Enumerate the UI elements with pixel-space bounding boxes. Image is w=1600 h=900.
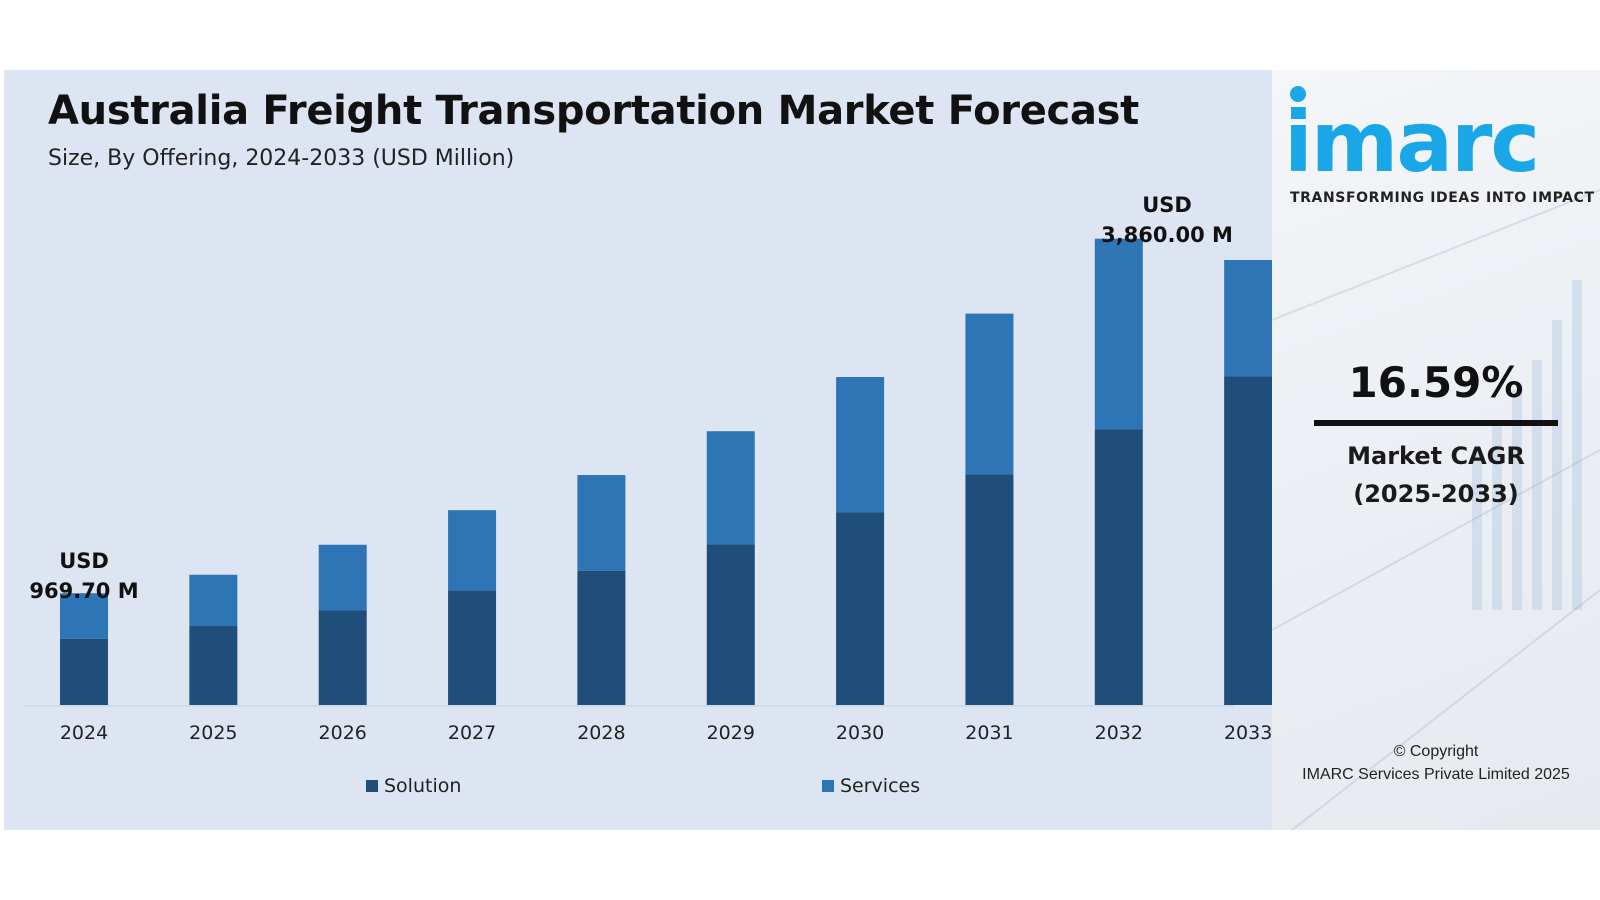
chart-legend: Solution Services [4,775,1272,805]
chart-subtitle: Size, By Offering, 2024-2033 (USD Millio… [48,146,515,171]
x-tick-label-2033: 2033 [1224,722,1272,744]
bar-solution-2025 [189,626,238,705]
chart-title: Australia Freight Transportation Market … [48,88,1139,134]
first-callout-currency: USD [59,549,109,573]
legend-label-services: Services [840,775,921,797]
copyright-owner: IMARC Services Private Limited 2025 [1302,766,1570,783]
bar-services-2030 [836,377,885,513]
logo-dot-icon [1290,86,1306,102]
bar-services-2031 [965,313,1014,475]
bar-solution-2024 [60,638,108,705]
logo-tagline: TRANSFORMING IDEAS INTO IMPACT [1290,190,1595,206]
bar-services-2024 [60,593,108,639]
bar-services-2026 [318,544,367,611]
copyright-notice: © Copyright [1393,743,1479,760]
x-tick-label-2024: 2024 [60,722,108,744]
chart-panel: Australia Freight Transportation Market … [4,70,1272,830]
bar-services-2028 [577,475,626,571]
logo-wordmark: imarc [1284,93,1540,191]
background-chart-decoration [1272,189,1600,830]
bar-chart: 2024 2025 2026 2027 2028 2029 2030 2031 2032 2033 [24,238,1272,744]
bar-solution-2026 [318,610,367,705]
bar-services-2029 [706,431,755,545]
x-tick-label-2031: 2031 [965,722,1013,744]
x-tick-label-2029: 2029 [707,722,755,744]
bar-solution-2027 [448,590,497,705]
bar-services-2027 [448,510,497,591]
cagr-period: (2025-2033) [1353,480,1519,508]
x-tick-label-2030: 2030 [836,722,884,744]
bar-solution-2032 [1094,429,1143,705]
cagr-label: Market CAGR [1347,442,1525,470]
last-value-callout: USD 3,860.00 M [1097,190,1237,250]
legend-label-solution: Solution [384,775,462,797]
legend-item-solution: Solution [366,775,461,797]
first-callout-value: 969.70 M [29,579,139,603]
bar-solution-2030 [836,512,885,705]
x-tick-label-2027: 2027 [448,722,496,744]
x-tick-label-2028: 2028 [577,722,625,744]
imarc-logo: imarc TRANSFORMING IDEAS INTO IMPACT [1284,84,1594,214]
legend-swatch-solution [366,780,378,792]
last-callout-currency: USD [1142,193,1192,217]
bar-solution-2033 [1224,376,1272,705]
bar-solution-2029 [706,544,755,705]
cagr-divider [1314,420,1558,426]
legend-item-services: Services [822,775,920,797]
bar-services-2032 [1094,238,1143,430]
bar-services-2033 [1224,260,1272,377]
cagr-value: 16.59% [1348,358,1524,407]
x-tick-label-2025: 2025 [189,722,237,744]
bar-solution-2031 [965,474,1014,705]
last-callout-value: 3,860.00 M [1101,223,1233,247]
bar-services-2025 [189,574,238,627]
first-value-callout: USD 969.70 M [24,546,144,606]
x-tick-label-2032: 2032 [1095,722,1143,744]
side-panel: imarc TRANSFORMING IDEAS INTO IMPACT 16.… [1272,70,1600,830]
x-tick-label-2026: 2026 [319,722,367,744]
bar-solution-2028 [577,570,626,705]
legend-swatch-services [822,780,834,792]
